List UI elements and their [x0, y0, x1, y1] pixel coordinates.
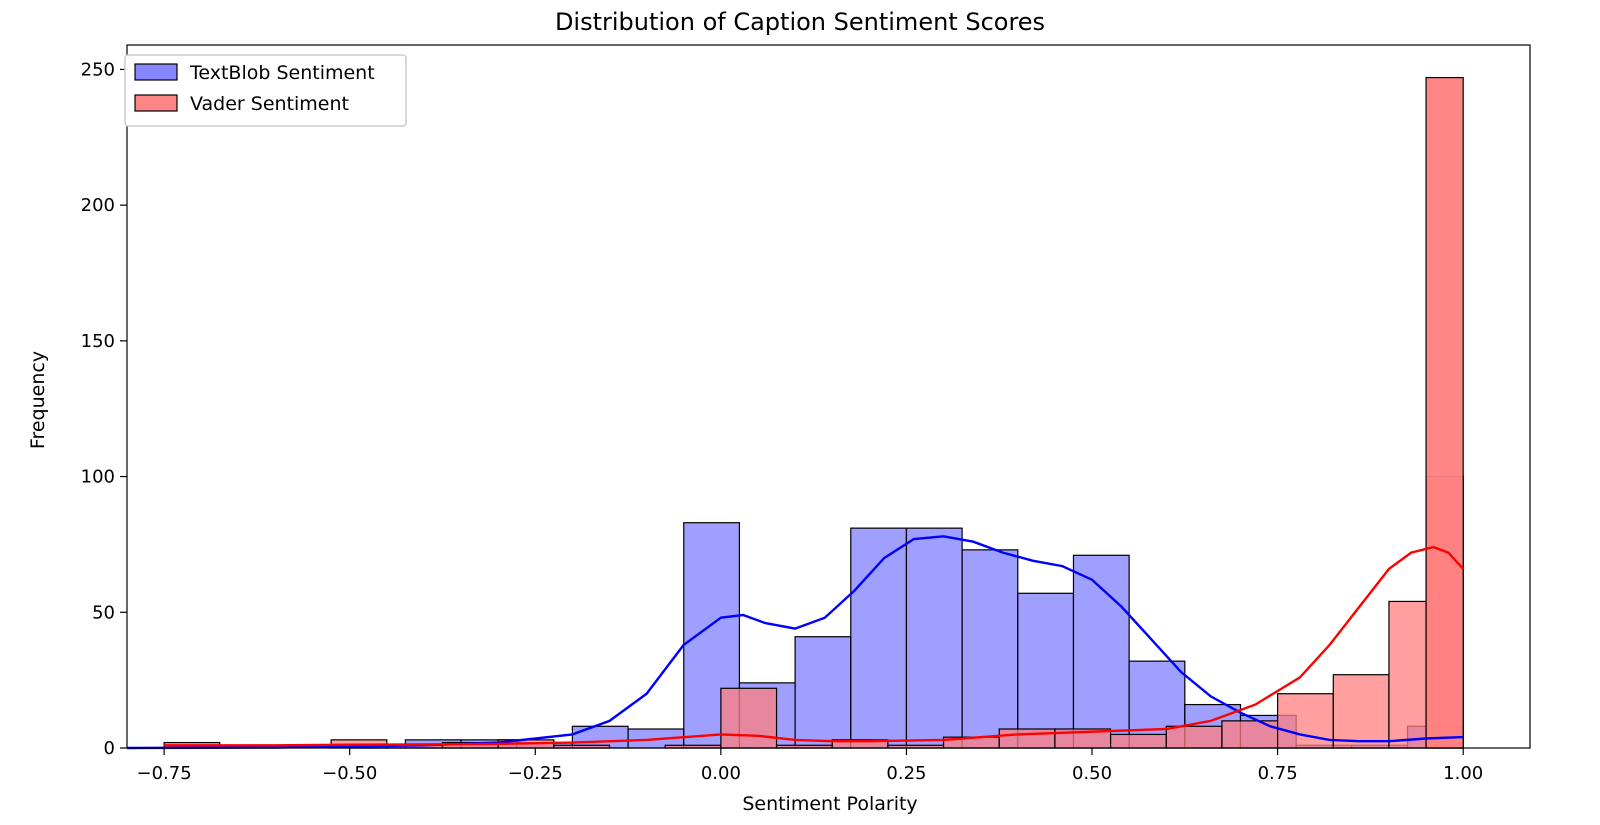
bars-layer: [163, 76, 1464, 749]
x-tick-label: −0.50: [322, 763, 377, 784]
legend-box: [124, 54, 407, 127]
x-axis-label: Sentiment Polarity: [742, 793, 917, 815]
bar-textblob-8: [794, 636, 852, 749]
bar-textblob-12: [1017, 592, 1075, 749]
y-tick-label: 150: [81, 331, 115, 352]
axes-layer: −0.75 −0.50 −0.25 0.00 0.25 0.50 0.75 1.00 0 50 10…: [81, 44, 1531, 784]
plot-frame: [126, 44, 1531, 749]
legend: TextBlob Sentiment Vader Sentiment: [124, 54, 407, 127]
y-tick-label: 200: [81, 195, 115, 216]
y-axis-label: Frequency: [27, 351, 49, 449]
bar-vader-21: [1332, 674, 1390, 749]
bar-vader-10: [720, 687, 778, 749]
bar-vader-15: [998, 728, 1056, 749]
bar-textblob-9: [850, 527, 908, 749]
legend-label-vader: Vader Sentiment: [190, 93, 349, 115]
chart-title: Distribution of Caption Sentiment Scores: [555, 8, 1045, 36]
bar-vader-18: [1165, 725, 1223, 749]
y-tick-label: 250: [81, 59, 115, 80]
x-tick-label: 0.00: [701, 763, 741, 784]
x-tick-label: 0.50: [1072, 763, 1112, 784]
legend-label-textblob: TextBlob Sentiment: [189, 62, 375, 84]
y-tick-label: 50: [92, 602, 115, 623]
x-tick-label: 0.25: [886, 763, 926, 784]
y-tick-label: 100: [81, 467, 115, 488]
kde-layer: [126, 535, 1465, 750]
y-tick-label: 0: [104, 738, 115, 759]
legend-swatch-vader: [134, 94, 178, 112]
x-tick-label: 0.75: [1258, 763, 1298, 784]
x-tick-label: −0.25: [508, 763, 563, 784]
kde-line-textblob: [126, 535, 1464, 750]
bar-vader-22: [1388, 600, 1427, 749]
bar-vader-peak: [1425, 76, 1464, 749]
legend-swatch-textblob: [134, 63, 178, 81]
x-tick-label: 1.00: [1443, 763, 1483, 784]
bar-vader-17: [1109, 733, 1167, 749]
x-tick-label: −0.75: [137, 763, 192, 784]
bar-textblob-11: [961, 549, 1019, 749]
bar-textblob-13: [1072, 554, 1130, 749]
bar-textblob-10: [905, 527, 963, 749]
kde-line-vader: [164, 545, 1465, 747]
